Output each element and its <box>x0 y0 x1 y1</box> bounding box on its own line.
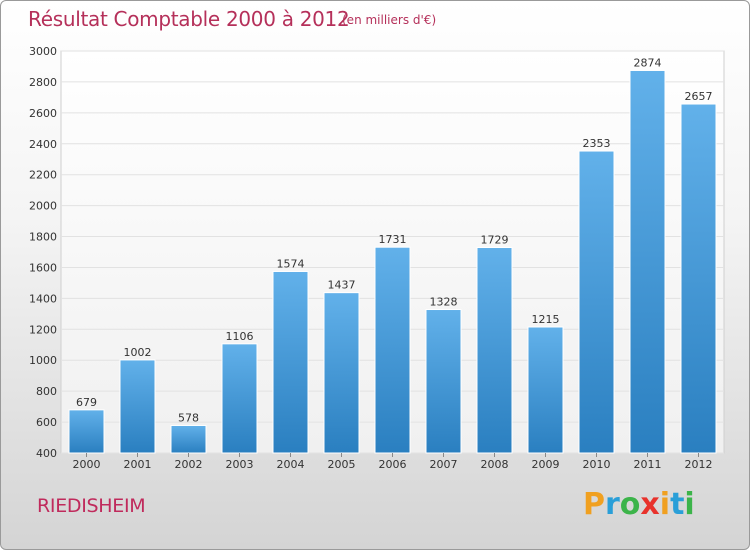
bars: 679 1002 578 1106 1574 1437 1731 1328 1729 1215 23… <box>68 56 717 454</box>
bar-value-label: 1729 <box>481 234 509 247</box>
y-tick-label: 2800 <box>29 76 57 89</box>
y-tick-label: 800 <box>36 385 57 398</box>
bar-2009 <box>527 326 564 454</box>
bar-2010 <box>578 150 615 454</box>
y-tick-label: 1800 <box>29 231 57 244</box>
bar-2007 <box>425 309 462 454</box>
x-tick-label: 2008 <box>481 458 509 471</box>
y-tick-label: 1600 <box>29 261 57 274</box>
y-tick-label: 1200 <box>29 323 57 336</box>
x-tick-label: 2003 <box>226 458 254 471</box>
logo-letter: o <box>619 487 641 522</box>
y-tick-label: 600 <box>36 416 57 429</box>
chart-title: Résultat Comptable 2000 à 2012 <box>28 7 350 31</box>
x-tick-label: 2004 <box>277 458 305 471</box>
logo-letter: t <box>670 487 685 522</box>
x-tick-label: 2005 <box>328 458 356 471</box>
bar-2001 <box>119 359 156 454</box>
x-tick-label: 2002 <box>175 458 203 471</box>
logo-letter: P <box>583 487 605 522</box>
bar-value-label: 679 <box>76 396 97 409</box>
logo-letter: r <box>605 487 620 522</box>
bar-value-label: 2353 <box>583 137 611 150</box>
bar-2011 <box>629 69 666 454</box>
bar-2006 <box>374 246 411 454</box>
bar-value-label: 2874 <box>634 56 662 69</box>
x-axis-ticks: 2000 2001 2002 2003 2004 2005 2006 2007 2008 2009… <box>73 453 713 471</box>
bar-2004 <box>272 270 309 454</box>
x-tick-label: 2009 <box>532 458 560 471</box>
chart-subtitle: (en milliers d'€) <box>342 13 437 27</box>
bar-value-label: 1328 <box>430 296 458 309</box>
y-tick-label: 1400 <box>29 292 57 305</box>
bar-value-label: 2657 <box>685 90 713 103</box>
x-tick-label: 2012 <box>685 458 713 471</box>
logo-letter: i <box>659 487 671 522</box>
bar-value-label: 578 <box>178 411 199 424</box>
commune-name: RIEDISHEIM <box>37 495 146 517</box>
x-tick-label: 2010 <box>583 458 611 471</box>
bar-value-label: 1437 <box>328 279 356 292</box>
y-tick-label: 2400 <box>29 138 57 151</box>
x-tick-label: 2000 <box>73 458 101 471</box>
bar-value-label: 1002 <box>124 346 152 359</box>
bar-2008 <box>476 247 513 454</box>
bar-2005 <box>323 292 360 454</box>
y-axis-ticks: 400 600 800 1000 1200 1400 1600 1800 2000 2200 240… <box>29 45 57 460</box>
bar-value-label: 1731 <box>379 233 407 246</box>
bar-value-label: 1215 <box>532 313 560 326</box>
bar-2000 <box>68 409 105 454</box>
y-tick-label: 3000 <box>29 45 57 58</box>
y-tick-label: 1000 <box>29 354 57 367</box>
y-tick-label: 2600 <box>29 107 57 120</box>
x-tick-label: 2001 <box>124 458 152 471</box>
proxiti-logo: Proxiti <box>583 487 695 522</box>
y-tick-label: 2200 <box>29 169 57 182</box>
logo-letter: i <box>684 487 695 522</box>
x-tick-label: 2011 <box>634 458 662 471</box>
y-tick-label: 400 <box>36 447 57 460</box>
bar-2012 <box>680 103 717 454</box>
x-tick-label: 2007 <box>430 458 458 471</box>
bar-value-label: 1574 <box>277 257 305 270</box>
logo-letter: x <box>640 487 660 522</box>
bar-2003 <box>221 343 258 454</box>
bar-2002 <box>170 424 207 454</box>
bar-value-label: 1106 <box>226 330 254 343</box>
y-tick-label: 2000 <box>29 200 57 213</box>
x-tick-label: 2006 <box>379 458 407 471</box>
